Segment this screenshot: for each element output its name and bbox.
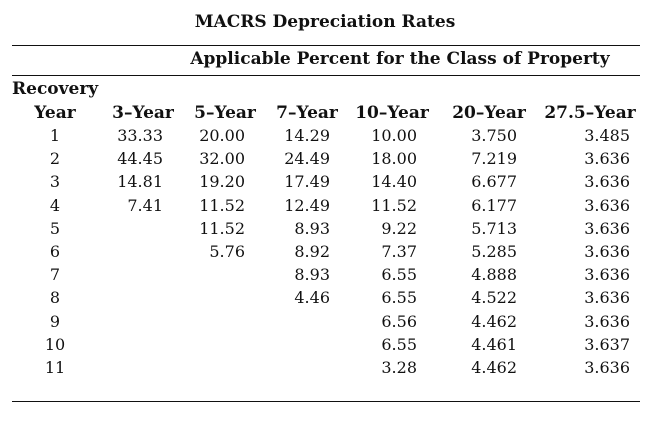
rate-cell: 3.636 [584, 195, 630, 215]
recovery-year-cell: 8 [49, 288, 61, 308]
top-rule [12, 45, 640, 46]
recovery-year-cell: 2 [49, 149, 61, 169]
recovery-year-cell: 6 [49, 242, 61, 261]
rate-cell: 33.33 [117, 126, 163, 145]
rate-cell: 3.636 [584, 172, 630, 192]
rate-cell: 8.93 [294, 218, 330, 238]
rate-cell: 12.49 [284, 195, 330, 215]
column-header-7-year: 7–Year [276, 103, 338, 123]
rate-cell: 3.636 [584, 311, 630, 331]
rate-cell: 24.49 [284, 149, 330, 169]
recovery-year-cell: 3 [49, 172, 61, 192]
recovery-year-cell: 1 [49, 126, 61, 145]
rate-cell: 3.636 [584, 358, 630, 377]
rate-cell: 4.462 [471, 311, 517, 331]
rate-cell: 3.636 [584, 149, 630, 169]
rate-cell: 11.52 [199, 195, 245, 215]
rate-cell: 4.462 [471, 358, 517, 377]
rate-cell: 5.285 [471, 242, 517, 261]
rate-cell: 9.22 [381, 218, 417, 238]
column-header-5-year: 5–Year [194, 103, 256, 123]
rate-cell: 4.46 [294, 288, 330, 308]
recovery-year-cell: 7 [49, 265, 61, 285]
rate-cell: 6.55 [381, 334, 417, 354]
rate-cell: 8.92 [294, 242, 330, 261]
class-of-property-header: Applicable Percent for the Class of Prop… [190, 49, 610, 69]
rate-cell: 3.636 [584, 288, 630, 308]
rate-cell: 3.636 [584, 265, 630, 285]
rate-cell: 3.637 [584, 334, 630, 354]
column-header-10-year: 10–Year [355, 103, 429, 123]
recovery-year-cell: 4 [49, 195, 61, 215]
column-header-3-year: 3–Year [112, 103, 174, 123]
rate-cell: 7.41 [127, 195, 163, 215]
rate-cell: 5.713 [471, 218, 517, 238]
rate-cell: 14.81 [117, 172, 163, 192]
table-title: MACRS Depreciation Rates [194, 12, 456, 32]
subheader-rule [12, 75, 640, 76]
recovery-year-cell: 5 [49, 218, 61, 238]
rate-cell: 32.00 [199, 149, 245, 169]
rate-cell: 6.56 [381, 311, 417, 331]
bottom-rule [12, 401, 640, 402]
rate-cell: 11.52 [199, 218, 245, 238]
rate-cell: 8.93 [294, 265, 330, 285]
rate-cell: 19.20 [199, 172, 245, 192]
rate-cell: 5.76 [209, 242, 245, 261]
rate-cell: 14.40 [371, 172, 417, 192]
recovery-year-cell: 9 [49, 311, 61, 331]
rate-cell: 11.52 [371, 195, 417, 215]
rate-cell: 44.45 [117, 149, 163, 169]
rate-cell: 7.37 [381, 242, 417, 261]
rate-cell: 4.888 [471, 265, 517, 285]
rate-cell: 10.00 [371, 126, 417, 145]
rate-cell: 17.49 [284, 172, 330, 192]
recovery-year-cell: 10 [44, 334, 66, 354]
rate-cell: 6.677 [471, 172, 517, 192]
rate-cell: 3.485 [584, 126, 630, 145]
rate-cell: 4.461 [471, 334, 517, 354]
column-header-27.5-year: 27.5–Year [544, 103, 636, 123]
column-header-year: Year [34, 103, 76, 123]
rate-cell: 3.28 [381, 358, 417, 377]
rate-cell: 7.219 [471, 149, 517, 169]
rate-cell: 4.522 [471, 288, 517, 308]
rate-cell: 3.750 [471, 126, 517, 145]
recovery-year-cell: 11 [44, 358, 66, 377]
rate-cell: 18.00 [371, 149, 417, 169]
rate-cell: 6.177 [471, 195, 517, 215]
rate-cell: 6.55 [381, 265, 417, 285]
rate-cell: 20.00 [199, 126, 245, 145]
rate-cell: 3.636 [584, 242, 630, 261]
column-header-20-year: 20–Year [452, 103, 526, 123]
rate-cell: 14.29 [284, 126, 330, 145]
rate-cell: 3.636 [584, 218, 630, 238]
rate-cell: 6.55 [381, 288, 417, 308]
recovery-label: Recovery [12, 79, 99, 99]
